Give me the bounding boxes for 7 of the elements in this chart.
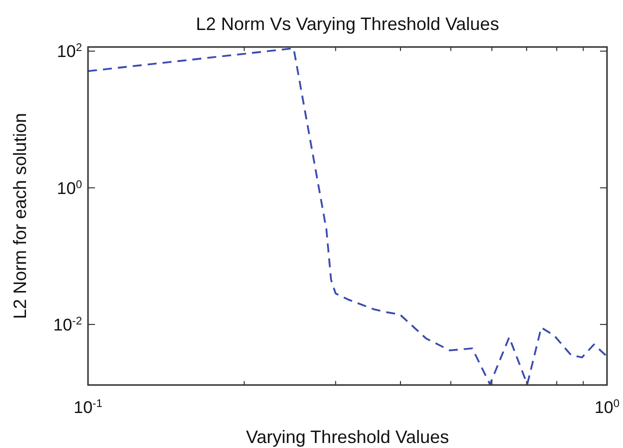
y-tick-label: 10$^{-2}$ <box>53 315 82 334</box>
chart-title: L2 Norm Vs Varying Threshold Values <box>196 14 500 34</box>
y-tick-label: 10$^{0}$ <box>56 178 82 198</box>
y-tick-label: 10$^{2}$ <box>56 42 82 62</box>
y-axis-title: L2 Norm for each solution <box>10 112 30 320</box>
x-tick-label: 10$^{-1}$ <box>74 398 102 417</box>
x-axis-title: Varying Threshold Values <box>246 427 450 447</box>
